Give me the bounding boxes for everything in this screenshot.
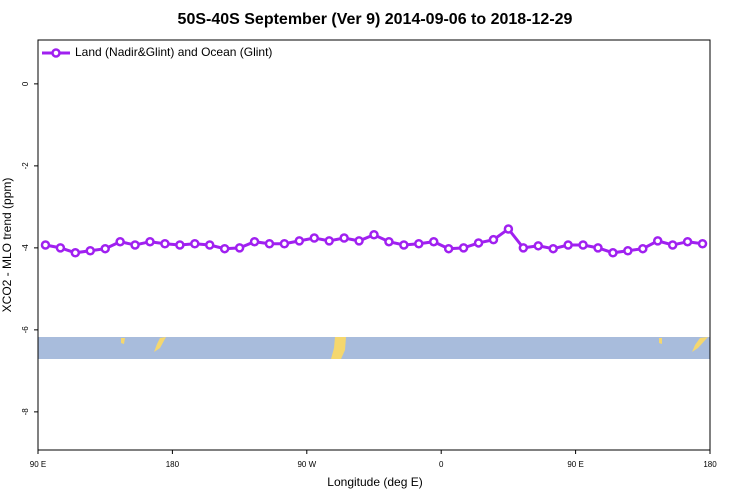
data-point (85, 245, 96, 256)
data-point (533, 241, 544, 251)
data-point (234, 243, 245, 253)
data-point (369, 230, 379, 240)
y-tick-label: 0 (21, 81, 30, 86)
y-tick-label: -2 (21, 162, 30, 170)
x-tick-label: 0 (439, 460, 444, 469)
data-point (443, 243, 454, 254)
data-point (339, 233, 349, 243)
data-point (667, 240, 678, 250)
x-tick-label: 90 E (567, 460, 583, 469)
data-point (682, 236, 693, 247)
data-point (249, 236, 260, 247)
y-tick-label: -4 (21, 244, 30, 252)
data-point (40, 240, 51, 250)
data-point (428, 236, 439, 247)
data-point (130, 240, 140, 250)
data-point (414, 239, 424, 249)
data-point (70, 248, 81, 258)
data-point (503, 224, 514, 234)
chart-title: 50S-40S September (Ver 9) 2014-09-06 to … (178, 11, 573, 28)
data-point (563, 240, 573, 250)
data-point (145, 236, 155, 247)
data-point (548, 243, 558, 254)
plot-frame (37, 39, 711, 451)
data-point (638, 243, 648, 254)
data-point (190, 239, 200, 249)
data-point (652, 236, 663, 246)
data-point (578, 240, 588, 250)
data-point (100, 243, 110, 254)
data-point (399, 240, 409, 250)
y-tick-label: -8 (21, 408, 30, 416)
y-tick-label: -6 (21, 326, 30, 334)
y-axis-label: XCO2 - MLO trend (ppm) (0, 178, 14, 313)
x-tick-label: 180 (703, 460, 717, 469)
data-point (219, 243, 230, 254)
data-point (608, 248, 618, 258)
x-tick-label: 90 E (30, 460, 46, 469)
data-point (115, 236, 125, 247)
data-point (518, 243, 529, 253)
data-point (623, 245, 633, 256)
data-point (697, 239, 708, 249)
data-point (593, 243, 603, 253)
data-point (354, 236, 364, 246)
data-point (160, 239, 170, 249)
data-point (473, 238, 484, 248)
x-tick-label: 90 W (297, 460, 316, 469)
legend-label: Land (Nadir&Glint) and Ocean (Glint) (75, 45, 272, 59)
map-strip (38, 337, 710, 359)
data-point (488, 234, 499, 245)
legend-marker (51, 48, 61, 58)
data-point (324, 236, 334, 246)
data-point (279, 239, 290, 249)
x-axis-label: Longitude (deg E) (327, 475, 422, 489)
data-point (264, 239, 275, 249)
x-tick-label: 180 (166, 460, 180, 469)
data-point (204, 240, 215, 250)
data-point (384, 236, 394, 247)
data-point (175, 240, 185, 250)
data-point (309, 233, 320, 243)
data-point (458, 243, 469, 253)
data-point (55, 243, 66, 253)
data-point (294, 236, 305, 246)
